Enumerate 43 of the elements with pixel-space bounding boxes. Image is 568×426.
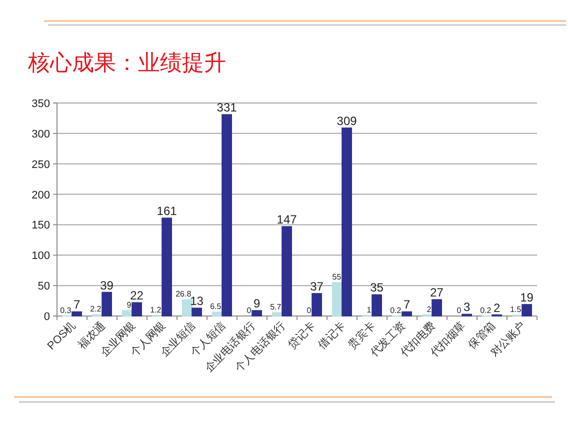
y-tick-label: 200 bbox=[32, 189, 50, 202]
data-label: 2 bbox=[493, 300, 500, 315]
data-label: 9 bbox=[253, 296, 260, 311]
data-label: 0 bbox=[456, 306, 462, 315]
data-label: 0.3 bbox=[60, 306, 72, 315]
data-label: 3 bbox=[463, 300, 470, 314]
data-label: 1.2 bbox=[150, 305, 162, 314]
data-label: 39 bbox=[100, 278, 114, 292]
data-label: 7 bbox=[403, 298, 410, 312]
data-label: 331 bbox=[216, 100, 237, 115]
data-label: 0 bbox=[246, 306, 252, 315]
data-label: 6.5 bbox=[210, 302, 222, 312]
y-tick-label: 0 bbox=[44, 311, 50, 323]
data-label: 0.2 bbox=[480, 306, 492, 315]
data-label: 9 bbox=[126, 300, 132, 310]
data-label: 26.8 bbox=[176, 290, 192, 299]
data-label: 1.5 bbox=[510, 305, 522, 314]
data-label: 55 bbox=[332, 272, 342, 282]
data-label: 37 bbox=[310, 279, 324, 294]
x-tick-label: 贷记卡 bbox=[286, 318, 318, 352]
y-tick-label: 50 bbox=[38, 280, 50, 293]
chart-title: 核心成果：业绩提升 bbox=[27, 50, 226, 75]
x-tick-label: 借记卡 bbox=[316, 318, 348, 352]
y-tick-label: 350 bbox=[32, 98, 50, 110]
y-tick-label: 100 bbox=[32, 250, 50, 262]
data-label: 22 bbox=[130, 288, 144, 303]
data-label: 0 bbox=[306, 306, 312, 315]
data-label: 1 bbox=[366, 305, 372, 314]
data-label: 27 bbox=[430, 286, 444, 300]
data-label: 19 bbox=[520, 290, 534, 304]
y-tick-label: 300 bbox=[32, 128, 50, 140]
data-label: 13 bbox=[190, 294, 204, 308]
y-tick-label: 150 bbox=[32, 220, 50, 232]
data-label: 2 bbox=[426, 304, 432, 314]
data-label: 5.7 bbox=[270, 302, 282, 312]
data-label: 147 bbox=[276, 212, 297, 227]
y-tick-label: 250 bbox=[32, 158, 50, 171]
data-label: 309 bbox=[336, 114, 357, 128]
data-label: 2.2 bbox=[90, 304, 102, 314]
data-label: 161 bbox=[156, 204, 177, 218]
data-label: 7 bbox=[73, 298, 80, 312]
data-label: 0.2 bbox=[390, 306, 402, 315]
data-label: 35 bbox=[370, 280, 384, 295]
